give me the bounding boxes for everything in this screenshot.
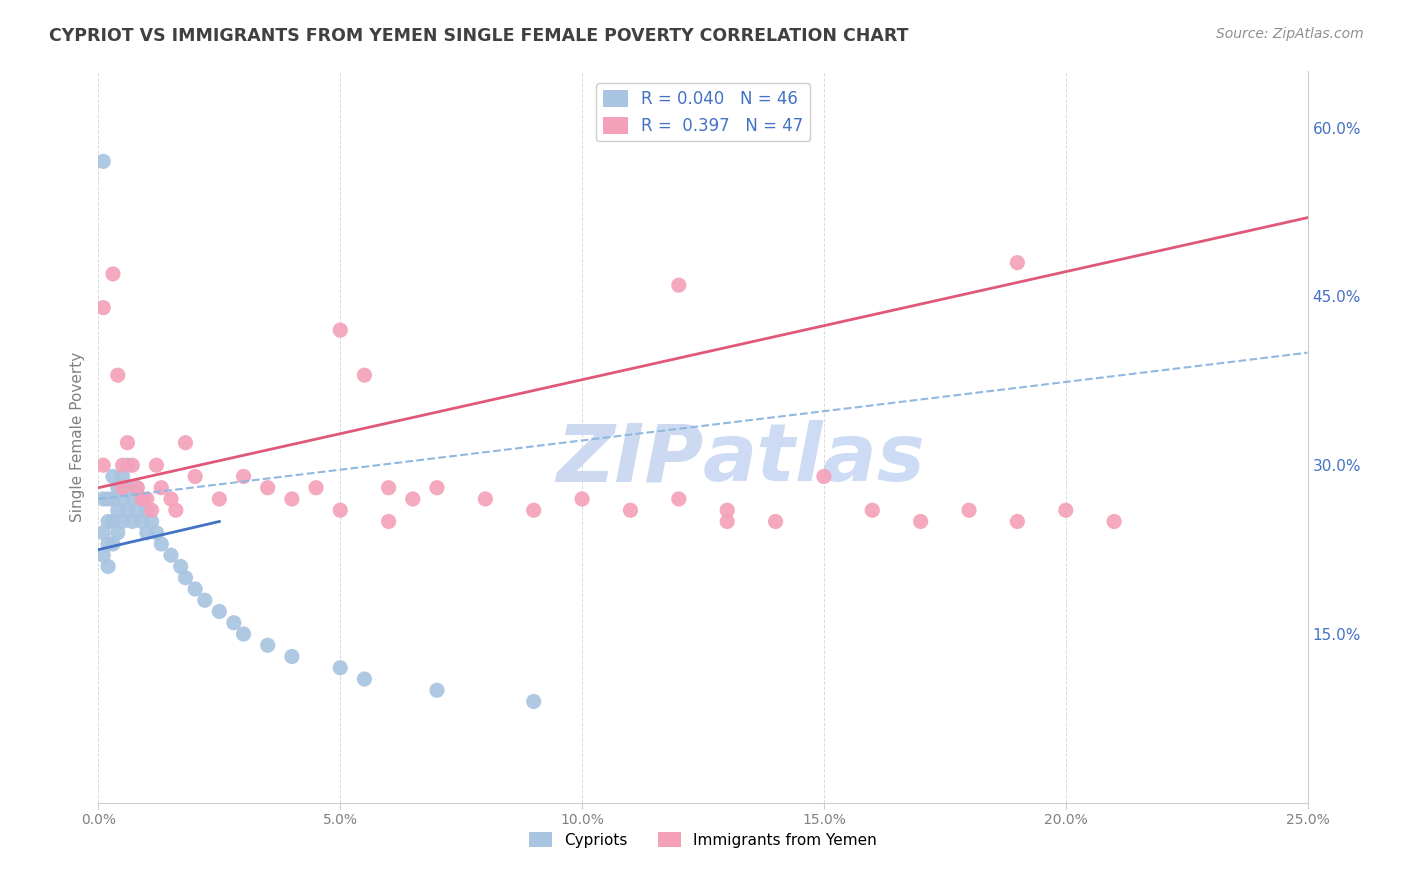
Point <box>121 458 143 473</box>
Point <box>111 458 134 473</box>
Point <box>169 559 191 574</box>
Point <box>91 491 114 506</box>
Point <box>97 515 120 529</box>
Point <box>194 593 217 607</box>
Point <box>135 525 157 540</box>
Point <box>107 368 129 383</box>
Point <box>141 515 163 529</box>
Point <box>117 503 139 517</box>
Point <box>91 548 114 562</box>
Point <box>377 481 399 495</box>
Point <box>101 469 124 483</box>
Point <box>353 368 375 383</box>
Point <box>91 154 114 169</box>
Point <box>426 481 449 495</box>
Point <box>668 278 690 293</box>
Point <box>127 503 149 517</box>
Point <box>716 515 738 529</box>
Point <box>232 469 254 483</box>
Text: atlas: atlas <box>703 420 925 498</box>
Point <box>474 491 496 506</box>
Point <box>353 672 375 686</box>
Point <box>117 481 139 495</box>
Point <box>107 525 129 540</box>
Point <box>305 481 328 495</box>
Point <box>127 481 149 495</box>
Point <box>571 491 593 506</box>
Point <box>111 491 134 506</box>
Point <box>97 491 120 506</box>
Point <box>619 503 641 517</box>
Point <box>402 491 425 506</box>
Point <box>1007 515 1029 529</box>
Point <box>329 503 352 517</box>
Point <box>91 525 114 540</box>
Point <box>184 469 207 483</box>
Point <box>131 515 153 529</box>
Point <box>377 515 399 529</box>
Point <box>150 537 173 551</box>
Point <box>426 683 449 698</box>
Legend: Cypriots, Immigrants from Yemen: Cypriots, Immigrants from Yemen <box>523 825 883 854</box>
Point <box>256 638 278 652</box>
Point <box>165 503 187 517</box>
Point <box>281 491 304 506</box>
Point <box>160 548 183 562</box>
Point <box>145 458 167 473</box>
Point <box>329 661 352 675</box>
Text: CYPRIOT VS IMMIGRANTS FROM YEMEN SINGLE FEMALE POVERTY CORRELATION CHART: CYPRIOT VS IMMIGRANTS FROM YEMEN SINGLE … <box>49 27 908 45</box>
Point <box>910 515 932 529</box>
Point <box>184 582 207 596</box>
Point <box>97 559 120 574</box>
Point <box>117 458 139 473</box>
Point <box>107 481 129 495</box>
Point <box>131 491 153 506</box>
Point <box>121 491 143 506</box>
Point <box>101 491 124 506</box>
Point <box>97 537 120 551</box>
Text: ZIP: ZIP <box>555 420 703 498</box>
Point <box>523 503 546 517</box>
Point <box>957 503 980 517</box>
Point <box>174 571 197 585</box>
Point <box>101 515 124 529</box>
Point <box>174 435 197 450</box>
Point <box>127 481 149 495</box>
Point <box>145 525 167 540</box>
Point <box>111 515 134 529</box>
Point <box>160 491 183 506</box>
Point <box>141 503 163 517</box>
Point <box>101 267 124 281</box>
Point <box>121 515 143 529</box>
Point <box>117 435 139 450</box>
Point <box>107 503 129 517</box>
Y-axis label: Single Female Poverty: Single Female Poverty <box>69 352 84 522</box>
Point <box>860 503 883 517</box>
Point <box>150 481 173 495</box>
Point <box>232 627 254 641</box>
Point <box>256 481 278 495</box>
Point <box>1007 255 1029 269</box>
Point <box>208 491 231 506</box>
Point <box>281 649 304 664</box>
Point <box>813 469 835 483</box>
Point <box>135 491 157 506</box>
Point <box>111 481 134 495</box>
Text: Source: ZipAtlas.com: Source: ZipAtlas.com <box>1216 27 1364 41</box>
Point <box>208 605 231 619</box>
Point <box>668 491 690 506</box>
Point <box>222 615 245 630</box>
Point <box>131 491 153 506</box>
Point <box>135 503 157 517</box>
Point <box>765 515 787 529</box>
Point <box>91 301 114 315</box>
Point <box>1054 503 1077 517</box>
Point <box>91 458 114 473</box>
Point <box>1102 515 1125 529</box>
Point <box>523 694 546 708</box>
Point <box>101 537 124 551</box>
Point <box>111 469 134 483</box>
Point <box>716 503 738 517</box>
Point <box>329 323 352 337</box>
